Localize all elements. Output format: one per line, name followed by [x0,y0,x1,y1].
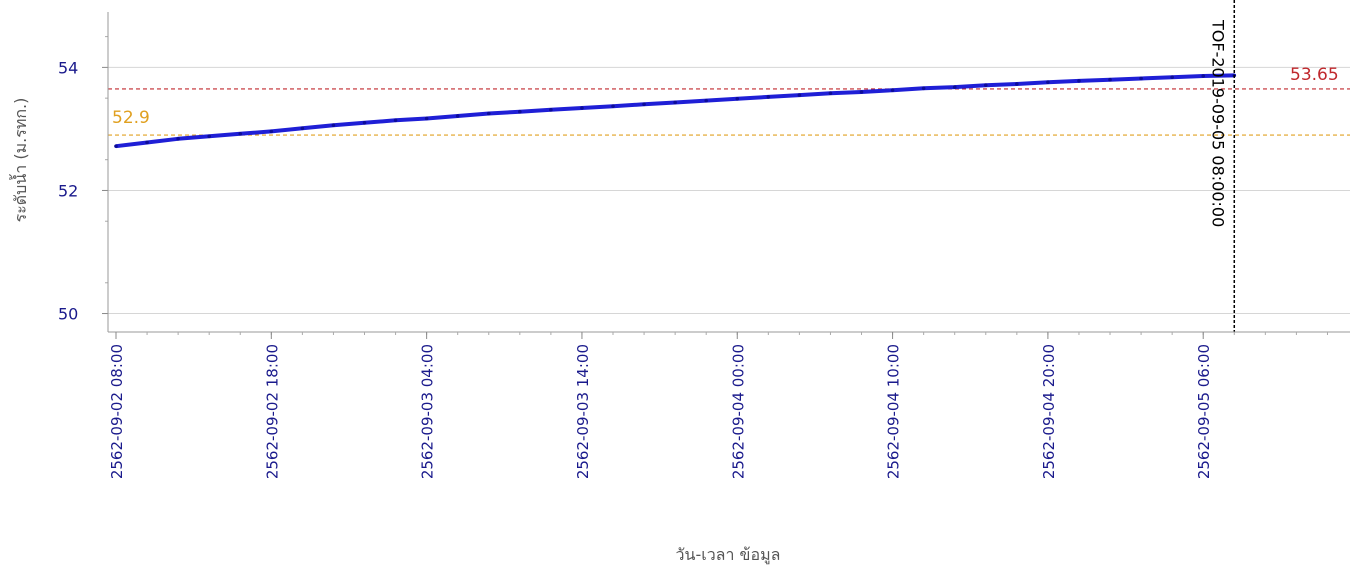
data-point [269,129,274,134]
x-tick-label-6: 2562-09-04 20:00 [1040,344,1058,479]
data-point [673,100,677,105]
data-point [1077,79,1081,83]
marker-label: TOF-2019-09-05 08:00:00 [1208,19,1227,227]
y-tick-label-0: 50 [58,305,78,324]
data-point [704,98,709,103]
data-point [176,136,180,141]
data-point [486,111,491,116]
data-point [828,91,833,96]
data-point [952,85,957,89]
vertical-marker: TOF-2019-09-05 08:00:00 [1208,0,1236,332]
data-point [238,132,243,136]
x-tick-label-4: 2562-09-04 00:00 [729,344,747,479]
y-tick-label-1: 52 [58,181,78,200]
x-tick-label-2: 2562-09-03 04:00 [419,344,437,479]
series-layer [114,73,1237,149]
data-point [921,86,926,91]
data-point [766,95,771,99]
grid [108,66,1350,315]
x-tick-label-5: 2562-09-04 10:00 [885,344,903,479]
y-axis-title: ระดับน้ำ (ม.รทก.) [9,98,30,223]
data-point [642,102,646,107]
x-tick-label-1: 2562-09-02 18:00 [263,344,281,479]
data-point [890,88,895,92]
data-point [983,83,988,88]
data-point [114,144,118,148]
data-point [518,109,522,114]
reference-label-0: 53.65 [1290,65,1339,85]
data-point [455,114,460,118]
x-tick-labels: 2562-09-02 08:00 2562-09-02 18:00 2562-09-… [108,344,1213,479]
data-point [331,123,336,128]
data-point [797,93,802,97]
x-tick-label-0: 2562-09-02 08:00 [108,344,126,479]
data-point [1170,75,1174,80]
data-point [362,120,367,125]
data-point [1015,82,1019,86]
y-tick-labels: 50 52 54 [58,58,78,323]
data-point [859,90,864,94]
data-point [1046,80,1050,84]
reference-lines: 53.65 52.9 [108,65,1350,136]
reference-label-1: 52.9 [112,108,150,128]
data-point [1108,77,1112,82]
y-tick-label-2: 54 [58,58,78,77]
data-point [611,104,615,108]
axes [102,12,1350,339]
x-tick-label-7: 2562-09-05 06:00 [1195,344,1213,479]
data-point [1201,74,1206,78]
data-point [549,108,553,112]
data-point [207,134,211,139]
data-point [1139,76,1143,81]
data-point [145,140,149,145]
x-tick-label-3: 2562-09-03 14:00 [574,344,592,479]
data-point [580,106,584,110]
data-point [393,118,398,123]
data-point [424,116,429,121]
data-point [735,96,740,101]
x-axis-title: วัน-เวลา ข้อมูล [676,545,781,565]
data-point [300,126,305,131]
